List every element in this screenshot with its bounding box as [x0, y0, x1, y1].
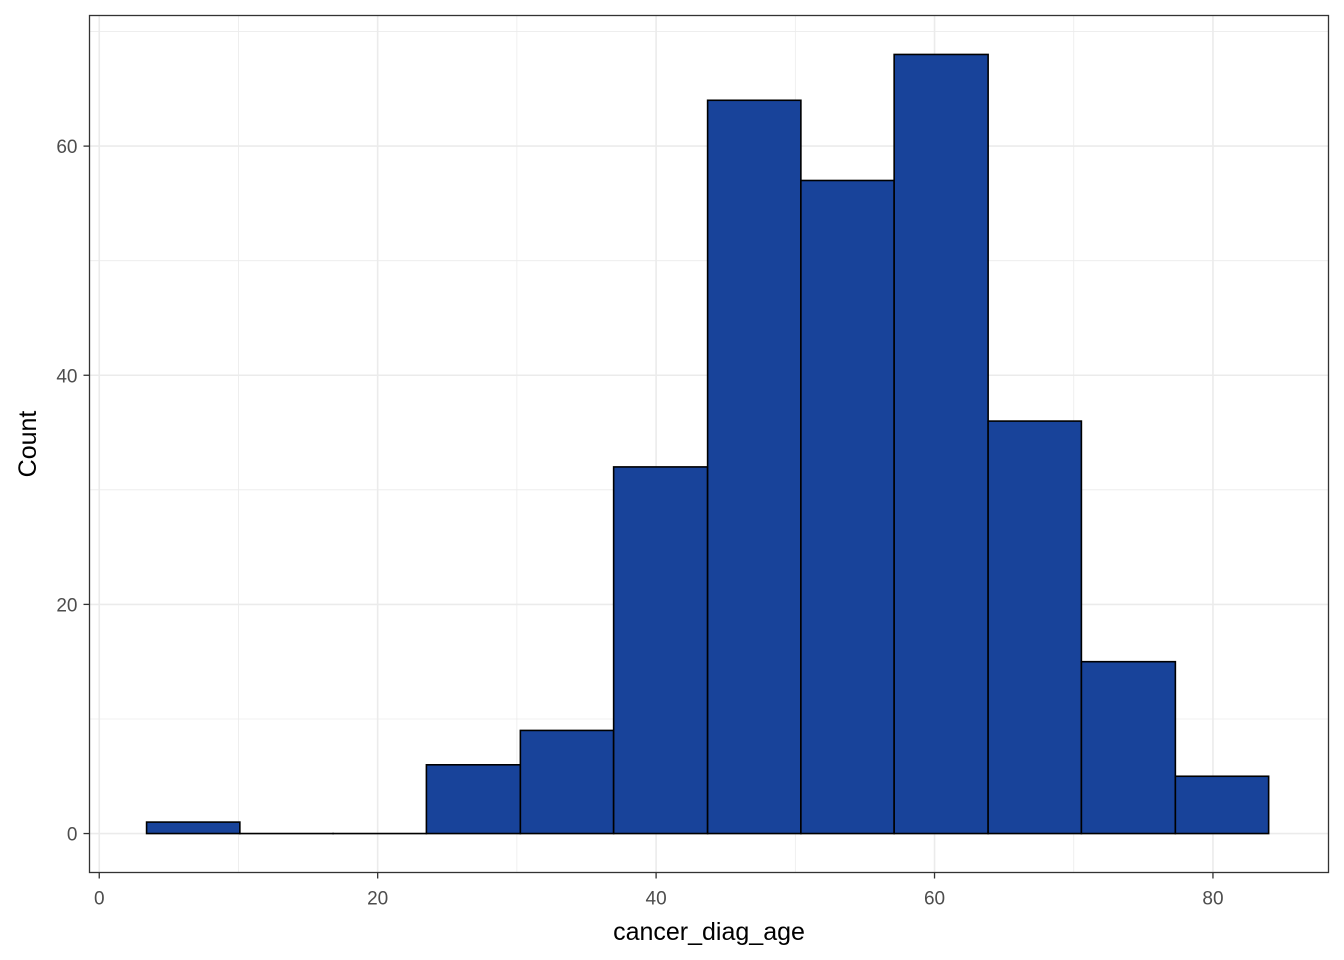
y-axis-title: Count — [14, 411, 42, 478]
x-axis-title: cancer_diag_age — [613, 918, 805, 946]
x-tick-label: 60 — [924, 889, 945, 910]
histogram-bar — [893, 53, 989, 835]
x-tick-label: 40 — [646, 889, 667, 910]
panel-border — [88, 14, 1330, 874]
x-tick-label: 20 — [367, 889, 388, 910]
x-tick-label: 0 — [94, 889, 105, 910]
y-tick-label: 0 — [67, 825, 78, 846]
histogram-bar — [1080, 660, 1177, 835]
histogram-bar — [145, 821, 241, 835]
y-tick-label: 20 — [56, 595, 77, 616]
histogram-bars — [145, 53, 1270, 835]
histogram-bar — [1174, 775, 1270, 835]
y-axis: 0 20 40 60 — [56, 137, 90, 846]
y-tick-label: 40 — [56, 366, 77, 387]
histogram-bar — [425, 764, 522, 835]
x-tick-label: 80 — [1202, 889, 1223, 910]
histogram-bar — [987, 420, 1083, 835]
histogram-bar — [706, 99, 802, 835]
histogram-bar — [612, 466, 709, 835]
histogram-bar — [800, 179, 895, 835]
x-axis: 0 20 40 60 80 — [94, 872, 1224, 910]
y-tick-label: 60 — [56, 137, 77, 158]
histogram-bar — [519, 729, 615, 835]
